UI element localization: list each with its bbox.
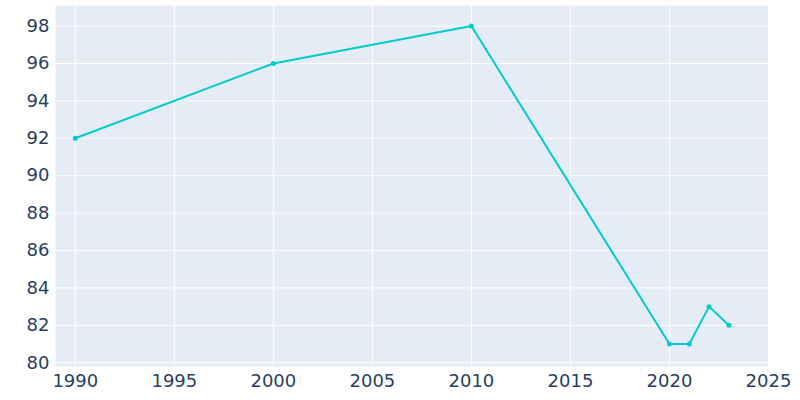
svg-text:2015: 2015 xyxy=(548,370,594,391)
svg-text:94: 94 xyxy=(27,90,50,111)
svg-text:80: 80 xyxy=(27,352,50,373)
svg-text:1990: 1990 xyxy=(52,370,98,391)
svg-text:98: 98 xyxy=(27,15,50,36)
svg-text:2005: 2005 xyxy=(349,370,395,391)
svg-text:2020: 2020 xyxy=(647,370,693,391)
svg-text:86: 86 xyxy=(27,239,50,260)
svg-text:2010: 2010 xyxy=(449,370,495,391)
svg-text:82: 82 xyxy=(27,314,50,335)
svg-text:2000: 2000 xyxy=(250,370,296,391)
svg-text:88: 88 xyxy=(27,202,50,223)
svg-text:1995: 1995 xyxy=(151,370,197,391)
svg-text:92: 92 xyxy=(27,127,50,148)
svg-text:90: 90 xyxy=(27,164,50,185)
svg-text:96: 96 xyxy=(27,52,50,73)
svg-text:84: 84 xyxy=(27,277,50,298)
svg-text:2025: 2025 xyxy=(746,370,792,391)
